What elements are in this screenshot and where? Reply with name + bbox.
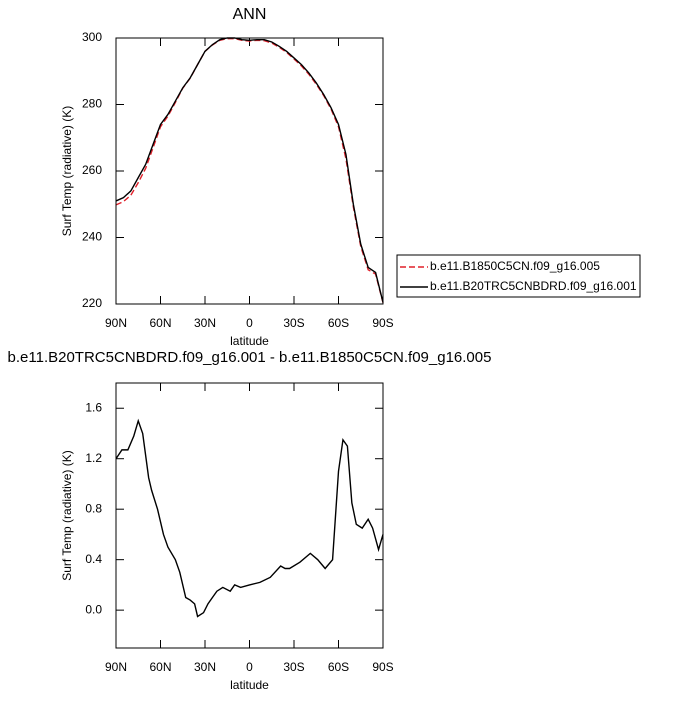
x-tick-label: 60S [328, 316, 349, 330]
y-tick-label: 260 [82, 163, 102, 177]
data-line [115, 37, 384, 303]
x-tick-label: 0 [246, 660, 253, 674]
legend-box [396, 254, 641, 298]
chart-title: b.e11.B20TRC5CNBDRD.f09_g16.001 - b.e11.… [8, 349, 492, 366]
x-tick-label: 30N [194, 660, 216, 674]
x-tick-label: 60N [149, 660, 171, 674]
plot-frame [115, 382, 384, 649]
legend-label: b.e11.B1850C5CN.f09_g16.005 [430, 259, 600, 273]
x-tick-label: 90S [372, 660, 393, 674]
y-tick-label: 0.4 [85, 552, 102, 566]
y-tick-label: 280 [82, 97, 102, 111]
chart-title: ANN [233, 6, 267, 23]
y-tick-label: 240 [82, 230, 102, 244]
data-line [115, 418, 384, 618]
y-tick-label: 0.0 [85, 602, 102, 616]
data-line [115, 37, 384, 303]
x-axis-label: latitude [230, 334, 269, 348]
legend-label: b.e11.B20TRC5CNBDRD.f09_g16.001 [430, 279, 637, 293]
plot-frame [115, 37, 384, 305]
y-tick-label: 1.6 [85, 400, 102, 414]
x-axis-label: latitude [230, 678, 269, 692]
x-tick-label: 60S [328, 660, 349, 674]
x-tick-label: 90S [372, 316, 393, 330]
x-tick-label: 30S [283, 660, 304, 674]
x-tick-label: 90N [105, 660, 127, 674]
x-tick-label: 0 [246, 316, 253, 330]
x-tick-label: 90N [105, 316, 127, 330]
x-tick-label: 60N [149, 316, 171, 330]
x-tick-label: 30N [194, 316, 216, 330]
y-tick-label: 0.8 [85, 501, 102, 515]
y-axis-label: Surf Temp (radiative) (K) [60, 106, 74, 236]
x-tick-label: 30S [283, 316, 304, 330]
y-tick-label: 220 [82, 296, 102, 310]
y-tick-label: 1.2 [85, 451, 102, 465]
y-axis-label: Surf Temp (radiative) (K) [60, 450, 74, 580]
y-tick-label: 300 [82, 30, 102, 44]
